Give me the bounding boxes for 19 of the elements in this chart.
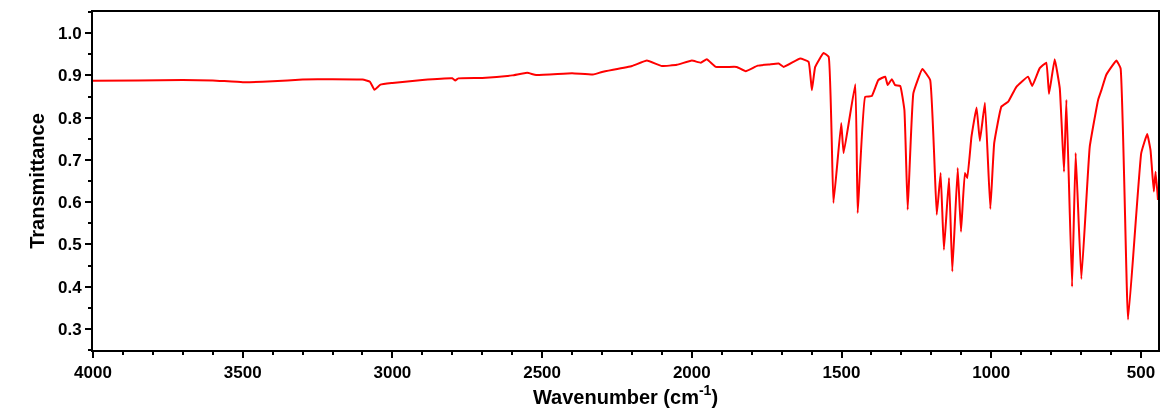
- line-series: [93, 51, 1158, 321]
- x-tick-label: 3000: [373, 363, 412, 383]
- x-tick-label: 3500: [223, 363, 262, 383]
- y-tick-label: 0.7: [57, 150, 82, 170]
- x-tick-label: 2000: [672, 363, 711, 383]
- y-tick-label: 0.4: [57, 277, 83, 297]
- y-tick-label: 0.3: [57, 319, 82, 339]
- x-tick-label: 4000: [74, 363, 112, 383]
- x-axis-title: Wavenumber (cm$^{-1}$): [532, 382, 719, 408]
- y-tick-label: 0.8: [57, 108, 82, 128]
- x-tick-label: 1000: [972, 363, 1011, 383]
- y-tick-label: 0.5: [57, 235, 82, 255]
- y-tick-label: 1.0: [57, 24, 82, 44]
- y-axis-title: Transmittance: [25, 113, 48, 249]
- y-tick-label: 0.9: [57, 66, 82, 86]
- x-tick-label: 1500: [822, 363, 861, 383]
- x-tick-label: 2500: [523, 363, 562, 383]
- y-tick-label: 0.6: [57, 193, 82, 213]
- x-tick-label: 500: [1126, 363, 1156, 383]
